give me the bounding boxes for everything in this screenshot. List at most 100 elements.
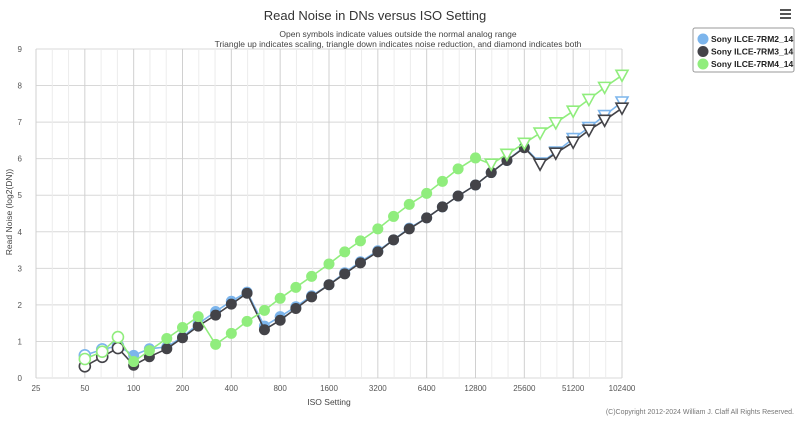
data-point-triangle-down[interactable] [532,127,548,141]
x-tick-label: 25600 [513,384,536,393]
x-axis-title: ISO Setting [307,397,351,407]
data-point[interactable] [323,279,335,291]
x-tick-label: 100 [127,384,141,393]
y-tick-label: 6 [18,155,23,164]
data-point[interactable] [161,343,173,355]
data-point[interactable] [225,327,237,339]
y-tick-label: 1 [18,337,23,346]
x-tick-label: 25 [32,384,41,393]
chart-subtitle-line-1: Open symbols indicate values outside the… [279,29,516,39]
series-sony-ilce-7rm4-14 [78,69,630,368]
data-point[interactable] [192,320,204,332]
data-point-triangle-down[interactable] [483,158,499,172]
chart-menu-button[interactable] [776,6,794,22]
data-point[interactable] [210,309,222,321]
data-point-triangle-down[interactable] [597,114,612,128]
data-point[interactable] [192,311,204,323]
data-point[interactable] [452,190,464,202]
data-point[interactable] [128,356,140,368]
data-point[interactable] [290,281,302,293]
chart-subtitle-line-2: Triangle up indicates scaling, triangle … [215,39,582,49]
series-line [84,107,623,368]
chart-title: Read Noise in DNs versus ISO Setting [264,8,487,23]
data-point-triangle-down[interactable] [614,102,630,116]
legend-marker [697,58,709,70]
data-point-triangle-down[interactable] [614,69,630,83]
y-tick-label: 8 [18,82,23,91]
data-point-triangle-down[interactable] [581,93,597,108]
y-tick-label: 3 [18,264,23,273]
x-tick-label: 50 [80,384,89,393]
data-point[interactable] [225,298,237,310]
data-point[interactable] [274,314,286,326]
data-point[interactable] [306,291,318,303]
data-point[interactable] [258,324,270,336]
x-tick-label: 51200 [562,384,585,393]
grid-lines [35,48,623,379]
legend-item-sony-ilce-7rm2-14[interactable]: Sony ILCE-7RM2_14 [697,33,794,45]
data-point-triangle-down[interactable] [597,81,612,96]
legend-label: Sony ILCE-7RM4_14 [711,59,793,69]
data-point[interactable] [421,212,433,224]
x-tick-label: 800 [273,384,287,393]
data-point[interactable] [161,333,173,345]
data-point[interactable] [241,287,253,299]
y-tick-label: 7 [18,118,23,127]
data-point[interactable] [323,258,335,270]
data-point[interactable] [354,257,366,269]
data-point-open[interactable] [95,345,109,358]
data-point-open[interactable] [78,352,92,366]
data-point-triangle-down[interactable] [499,148,515,162]
data-point[interactable] [210,338,222,350]
data-point[interactable] [290,303,302,315]
data-point[interactable] [388,234,400,246]
legend-marker [697,33,709,45]
legend-marker [697,46,709,57]
data-point[interactable] [258,304,270,316]
data-point[interactable] [403,198,415,210]
data-point[interactable] [241,315,253,327]
data-point[interactable] [485,167,497,179]
x-tick-label: 400 [225,384,239,393]
data-point[interactable] [403,223,415,235]
legend-item-sony-ilce-7rm4-14[interactable]: Sony ILCE-7RM4_14 [697,58,794,70]
copyright-credit: (C)Copyright 2012-2024 William J. Claff … [606,409,794,416]
data-point[interactable] [372,246,384,258]
x-tick-label: 1600 [320,384,338,393]
data-point-triangle-down[interactable] [565,136,581,150]
data-point[interactable] [470,179,481,191]
data-point-triangle-down[interactable] [532,158,548,172]
data-point[interactable] [452,163,464,175]
legend-label: Sony ILCE-7RM3_14 [711,47,793,57]
data-point[interactable] [143,345,155,357]
data-point-open[interactable] [111,330,125,344]
data-point[interactable] [436,175,448,187]
data-point[interactable] [339,268,351,280]
data-point-triangle-down[interactable] [548,117,564,131]
data-point[interactable] [177,332,188,344]
hamburger-menu-icon [780,9,791,11]
data-point[interactable] [306,270,318,282]
data-point[interactable] [339,246,351,258]
data-point[interactable] [436,201,448,213]
data-point-triangle-down[interactable] [565,105,581,119]
series-line [84,101,623,357]
data-point[interactable] [421,187,433,199]
data-point[interactable] [177,322,188,334]
data-point[interactable] [354,235,366,247]
data-point[interactable] [274,292,286,304]
data-point-triangle-down[interactable] [516,137,532,151]
data-point-triangle-down[interactable] [581,124,597,138]
data-point-triangle-down[interactable] [548,147,564,161]
y-tick-label: 9 [18,45,23,54]
data-point[interactable] [388,210,400,222]
axes: 0 1 2 3 4 5 6 7 8 9 25 50 100 200 400 800 1600 3200 6400 12… [18,45,636,393]
y-tick-label: 4 [18,228,23,237]
y-tick-label: 2 [18,301,23,310]
data-point[interactable] [470,152,481,164]
series-line [84,74,623,363]
data-point[interactable] [372,223,384,235]
series-sony-ilce-7rm3-14 [78,102,630,373]
legend-label: Sony ILCE-7RM2_14 [711,34,793,44]
legend-item-sony-ilce-7rm3-14[interactable]: Sony ILCE-7RM3_14 [697,46,794,57]
